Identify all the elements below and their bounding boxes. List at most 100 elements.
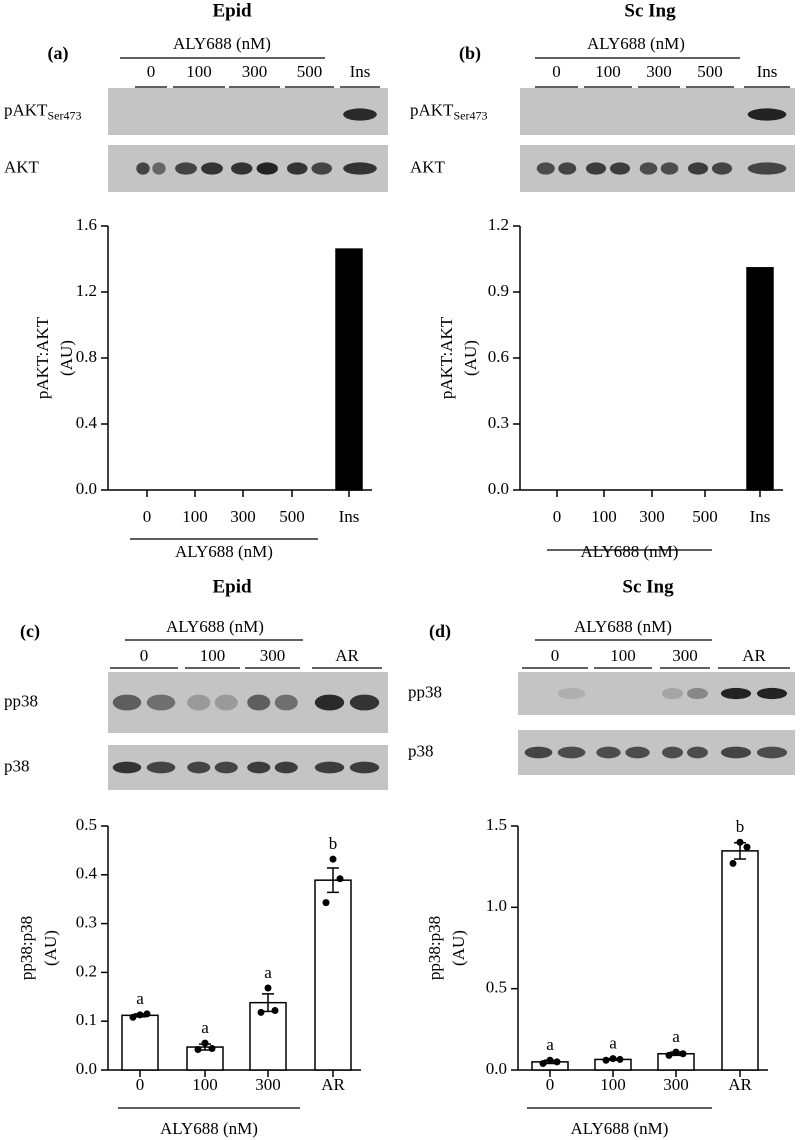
data-point — [602, 1056, 610, 1064]
lane-label: 0 — [552, 62, 561, 81]
panel-label: (c) — [20, 621, 40, 642]
data-point — [665, 1051, 673, 1059]
data-point — [539, 1059, 547, 1067]
lane-label: 300 — [672, 646, 698, 665]
y-axis-label: pAKT:AKT — [437, 316, 456, 399]
data-point — [136, 1011, 144, 1019]
blot-row-label: AKT — [4, 157, 40, 176]
blot-band — [256, 162, 278, 175]
row-name: pAKT — [410, 100, 454, 119]
blot-band — [609, 162, 631, 175]
blot-header: ALY688 (nM) — [574, 617, 672, 636]
y-tick-label: 1.5 — [486, 815, 507, 834]
y-tick-label: 0.8 — [76, 347, 97, 366]
x-tick-label: Ins — [339, 507, 360, 526]
blot-band — [720, 687, 752, 700]
x-tick-label: 0 — [143, 507, 152, 526]
x-tick-label: 0 — [553, 507, 562, 526]
y-tick-label: 0.9 — [488, 281, 509, 300]
blot-band — [314, 761, 345, 774]
y-tick-label: 1.2 — [76, 281, 97, 300]
x-tick-label: 300 — [255, 1075, 281, 1094]
lane-label: AR — [335, 646, 359, 665]
blot-band — [349, 694, 380, 711]
blot-row-label: AKT — [410, 157, 446, 176]
blot-band — [231, 162, 253, 175]
y-axis-label: (AU) — [461, 340, 480, 376]
x-tick-label: 100 — [192, 1075, 218, 1094]
y-axis-label: (AU) — [57, 340, 76, 376]
blot-band — [247, 761, 271, 774]
row-name: p38 — [4, 756, 30, 775]
x-tick-label: Ins — [750, 507, 771, 526]
y-tick-label: 0.5 — [76, 815, 97, 834]
y-axis-label: pp38:p38 — [17, 916, 36, 980]
significance-letter: a — [264, 963, 272, 982]
x-tick-label: 500 — [279, 507, 305, 526]
blot-band — [214, 761, 238, 774]
data-point — [336, 875, 344, 883]
data-point — [271, 1006, 279, 1014]
blot-band — [662, 746, 683, 759]
lane-label: 0 — [147, 62, 156, 81]
data-point — [546, 1056, 554, 1064]
y-axis-label: (AU) — [449, 930, 468, 966]
blot-row-label: p38 — [4, 756, 30, 775]
blot-band — [112, 761, 142, 774]
blot-band — [146, 694, 176, 711]
bar — [335, 248, 363, 491]
significance-letter: a — [609, 1034, 617, 1053]
data-point — [201, 1039, 209, 1047]
bar — [249, 1001, 287, 1071]
data-point — [208, 1045, 216, 1053]
data-point — [736, 838, 744, 846]
significance-letter: a — [201, 1018, 209, 1037]
x-tick-label: 100 — [600, 1075, 626, 1094]
y-tick-label: 0.0 — [76, 479, 97, 498]
blot-header: ALY688 (nM) — [166, 617, 264, 636]
blot-band — [349, 761, 380, 774]
x-tick-label: AR — [321, 1075, 345, 1094]
blot-band — [286, 162, 308, 175]
blot-band — [558, 162, 577, 175]
x-tick-label: 0 — [546, 1075, 555, 1094]
lane-label: 500 — [297, 62, 323, 81]
y-tick-label: 0.0 — [488, 479, 509, 498]
blot-band — [639, 162, 658, 175]
blot-header: ALY688 (nM) — [587, 34, 685, 53]
blot-band — [756, 746, 788, 759]
row-name: AKT — [410, 157, 446, 176]
panel-title: Sc Ing — [624, 0, 676, 21]
blot-band — [536, 162, 555, 175]
row-subscript: Ser473 — [47, 108, 81, 122]
data-point — [609, 1055, 617, 1063]
lane-label: 0 — [551, 646, 560, 665]
blot-band — [343, 162, 377, 175]
panel-title: Sc Ing — [622, 576, 674, 597]
data-point — [679, 1050, 687, 1058]
y-tick-label: 0.6 — [488, 347, 509, 366]
y-tick-label: 0.4 — [76, 864, 98, 883]
significance-letter: a — [136, 989, 144, 1008]
blot-band — [187, 761, 211, 774]
y-tick-label: 0.2 — [76, 961, 97, 980]
blot-band — [146, 761, 176, 774]
blot-band — [747, 162, 787, 175]
bar — [121, 1014, 159, 1071]
blot-band — [314, 694, 345, 711]
lane-label: 100 — [610, 646, 636, 665]
x-tick-label: 300 — [639, 507, 665, 526]
data-point — [194, 1046, 202, 1054]
blot-band — [214, 694, 238, 711]
blot-band — [687, 687, 708, 700]
significance-letter: b — [329, 834, 338, 853]
x-tick-label: 100 — [182, 507, 208, 526]
lane-label: Ins — [757, 62, 778, 81]
panel-title: Epid — [212, 0, 252, 21]
x-axis-label: ALY688 (nM) — [581, 542, 679, 561]
blot-band — [274, 761, 298, 774]
blot-band — [720, 746, 752, 759]
significance-letter: a — [546, 1035, 554, 1054]
blot-band — [112, 694, 142, 711]
